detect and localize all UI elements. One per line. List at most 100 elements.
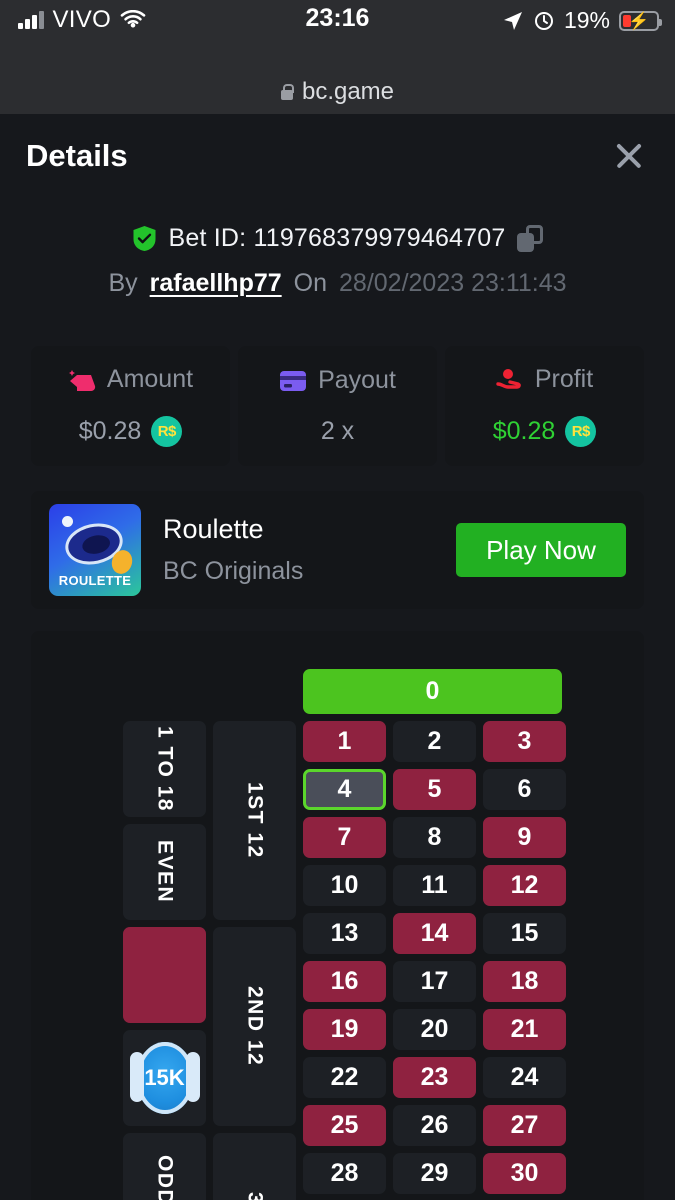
number-row: 28 29 30	[303, 1153, 566, 1194]
bet-cell-6[interactable]: 6	[483, 769, 566, 810]
bet-cell-label: 22	[330, 1063, 359, 1091]
bet-cell-label: 3RD 12	[243, 1192, 267, 1200]
number-row: 22 23 24	[303, 1057, 566, 1098]
numbers-grid: 0 1 2 3 4 5 6 7 8 9 10 11 12 13 14 15 16 17 18 19 20 21 22 23 2…	[303, 669, 566, 1200]
bet-cell-22[interactable]: 22	[303, 1057, 386, 1098]
bet-cell-24[interactable]: 24	[483, 1057, 566, 1098]
bet-cell-9[interactable]: 9	[483, 817, 566, 858]
bet-cell-18[interactable]: 18	[483, 961, 566, 1002]
rotation-lock-icon	[534, 11, 553, 30]
bet-cell-label: 9	[517, 823, 532, 851]
bet-cell-27[interactable]: 27	[483, 1105, 566, 1146]
bet-cell-label: 4	[337, 775, 352, 803]
bet-cell-label: 23	[420, 1063, 449, 1091]
bet-cell-17[interactable]: 17	[393, 961, 476, 1002]
bet-cell-black[interactable]: 15K	[123, 1030, 206, 1126]
bet-id-label: Bet ID: 119768379979464707	[168, 224, 506, 252]
bet-cell-odd[interactable]: ODD	[123, 1133, 206, 1200]
wifi-icon	[120, 10, 146, 28]
bet-cell-label: 28	[330, 1159, 359, 1187]
game-card[interactable]: ROULETTE Roulette BC Originals Play Now	[31, 491, 644, 609]
bet-cell-10[interactable]: 10	[303, 865, 386, 906]
bet-cell-label: 10	[330, 871, 359, 899]
stat-value-wrap: $0.28 R$	[79, 416, 183, 447]
page-title: Details	[26, 138, 128, 173]
thumbnail-label: ROULETTE	[58, 573, 132, 588]
bet-cell-20[interactable]: 20	[393, 1009, 476, 1050]
currency-badge: R$	[151, 416, 183, 447]
username-link[interactable]: rafaellhp77	[149, 269, 282, 297]
bet-chip: 15K	[129, 1042, 200, 1114]
bet-cell-even[interactable]: EVEN	[123, 824, 206, 920]
bet-cell-1st-12[interactable]: 1ST 12	[213, 721, 296, 920]
bet-cell-label: 2ND 12	[243, 986, 267, 1067]
bet-cell-7[interactable]: 7	[303, 817, 386, 858]
bet-cell-3rd-12[interactable]: 3RD 12	[213, 1133, 296, 1200]
number-rows: 1 2 3 4 5 6 7 8 9 10 11 12 13 14 15 16 17 18 19 20 21 22 23 24 2…	[303, 721, 566, 1200]
stat-value-wrap: $0.28 R$	[493, 416, 597, 447]
bet-cell-21[interactable]: 21	[483, 1009, 566, 1050]
outside-bets-column: 1 TO 18 EVEN 15K ODD 19 TO	[123, 669, 206, 1200]
bet-cell-label: 30	[510, 1159, 539, 1187]
bet-cell-2nd-12[interactable]: 2ND 12	[213, 927, 296, 1126]
bet-cell-label: 11	[421, 871, 448, 899]
bet-cell-red[interactable]	[123, 927, 206, 1023]
play-now-button[interactable]: Play Now	[456, 523, 626, 577]
roulette-board: 1 TO 18 EVEN 15K ODD 19 TO 1S	[123, 669, 566, 1200]
stat-card-profit: Profit $0.28 R$	[445, 346, 644, 466]
stat-card-header: Amount	[68, 365, 193, 394]
currency-badge: R$	[565, 416, 597, 447]
bet-cell-label: 21	[510, 1015, 539, 1043]
bet-cell-1[interactable]: 1	[303, 721, 386, 762]
bet-cell-label: 16	[330, 967, 359, 995]
hand-coin-icon	[496, 368, 521, 389]
bet-cell-28[interactable]: 28	[303, 1153, 386, 1194]
number-row: 7 8 9	[303, 817, 566, 858]
bet-cell-30[interactable]: 30	[483, 1153, 566, 1194]
battery-percent-label: 19%	[563, 7, 610, 33]
bet-cell-label: 7	[337, 823, 352, 851]
bet-cell-11[interactable]: 11	[393, 865, 476, 906]
carrier-label: VIVO	[52, 6, 112, 33]
bet-cell-zero[interactable]: 0	[303, 669, 562, 714]
bet-cell-label: 17	[420, 967, 449, 995]
stat-value: $0.28	[78, 417, 142, 445]
bet-cell-16[interactable]: 16	[303, 961, 386, 1002]
credit-card-icon	[280, 370, 307, 391]
number-row: 16 17 18	[303, 961, 566, 1002]
status-left: VIVO	[18, 6, 146, 34]
bet-cell-25[interactable]: 25	[303, 1105, 386, 1146]
bet-cell-26[interactable]: 26	[393, 1105, 476, 1146]
bet-cell-8[interactable]: 8	[393, 817, 476, 858]
bet-cell-label: 20	[420, 1015, 449, 1043]
bet-cell-label: ODD	[153, 1155, 177, 1200]
stat-card-header: Profit	[496, 365, 593, 394]
bet-cell-label: 15	[510, 919, 539, 947]
bet-cell-12[interactable]: 12	[483, 865, 566, 906]
bet-cell-29[interactable]: 29	[393, 1153, 476, 1194]
close-icon[interactable]	[609, 136, 649, 176]
copy-icon[interactable]	[517, 225, 544, 252]
bet-cell-4[interactable]: 4	[303, 769, 386, 810]
bet-cell-label: 27	[510, 1111, 539, 1139]
stat-card-payout: Payout 2 x	[238, 346, 437, 466]
bet-cell-5[interactable]: 5	[393, 769, 476, 810]
url-bar[interactable]: bc.game	[0, 70, 675, 114]
bet-cell-2[interactable]: 2	[393, 721, 476, 762]
bet-datetime: 28/02/2023 23:11:43	[339, 269, 567, 297]
bet-cell-15[interactable]: 15	[483, 913, 566, 954]
bet-cell-label: EVEN	[153, 840, 177, 904]
bet-cell-23[interactable]: 23	[393, 1057, 476, 1098]
bet-cell-label: 13	[330, 919, 359, 947]
bet-cell-1-to-18[interactable]: 1 TO 18	[123, 721, 206, 817]
bet-cell-19[interactable]: 19	[303, 1009, 386, 1050]
bet-cell-label: 6	[517, 775, 532, 803]
number-row: 1 2 3	[303, 721, 566, 762]
bet-cell-13[interactable]: 13	[303, 913, 386, 954]
bet-cell-label: 25	[330, 1111, 359, 1139]
bet-cell-14[interactable]: 14	[393, 913, 476, 954]
bet-cell-label: 2	[427, 727, 442, 755]
bet-cell-3[interactable]: 3	[483, 721, 566, 762]
bet-cell-label: 12	[510, 871, 539, 899]
bet-cell-label: 5	[427, 775, 442, 803]
